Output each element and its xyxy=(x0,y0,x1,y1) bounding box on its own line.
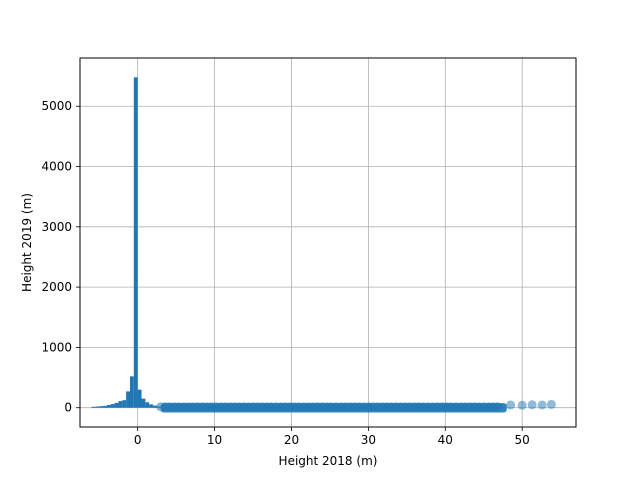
scatter-point xyxy=(537,400,547,410)
x-tick-label: 0 xyxy=(134,433,142,447)
x-tick-label: 30 xyxy=(361,433,376,447)
grid-lines xyxy=(80,58,576,427)
histogram-bar xyxy=(141,398,146,408)
y-tick-label: 4000 xyxy=(41,160,72,174)
x-tick-label: 10 xyxy=(207,433,222,447)
histogram-bar xyxy=(122,400,127,408)
y-tick-label: 1000 xyxy=(41,340,72,354)
axes-frame xyxy=(79,57,577,428)
y-tick-label: 0 xyxy=(64,401,72,415)
histogram-bar xyxy=(99,406,104,408)
plot-area xyxy=(91,77,556,413)
scatter-point xyxy=(546,399,556,409)
histogram-bar xyxy=(137,389,142,408)
scatter-point xyxy=(493,402,503,412)
histogram-bar xyxy=(145,402,150,408)
scatter-point xyxy=(517,400,527,410)
histogram-bar xyxy=(114,402,119,408)
y-axis-label: Height 2019 (m) xyxy=(20,193,34,292)
scatter-point xyxy=(506,400,516,410)
histogram-bar xyxy=(149,404,154,408)
histogram-bar xyxy=(118,401,123,408)
histogram-bar xyxy=(129,376,134,408)
histogram-bar xyxy=(126,391,130,408)
y-tick-label: 3000 xyxy=(41,220,72,234)
histogram-bar xyxy=(153,405,157,408)
scatter-point xyxy=(527,400,537,410)
y-tick-label: 2000 xyxy=(41,280,72,294)
tick-marks: 0 10 20 30 40 50 0 1000 2000 3000 4000 5000 xyxy=(41,99,529,447)
x-tick-label: 50 xyxy=(515,433,530,447)
x-tick-label: 20 xyxy=(284,433,299,447)
x-axis-label: Height 2018 (m) xyxy=(279,454,378,468)
histogram-bar xyxy=(110,404,115,408)
x-tick-label: 40 xyxy=(438,433,453,447)
histogram-bar xyxy=(103,405,107,408)
histogram-bar xyxy=(91,406,96,408)
histogram-bar xyxy=(133,77,138,408)
histogram-bar xyxy=(156,406,161,408)
y-tick-label: 5000 xyxy=(41,99,72,113)
histogram-bar xyxy=(106,404,111,408)
histogram-bar xyxy=(95,406,100,408)
